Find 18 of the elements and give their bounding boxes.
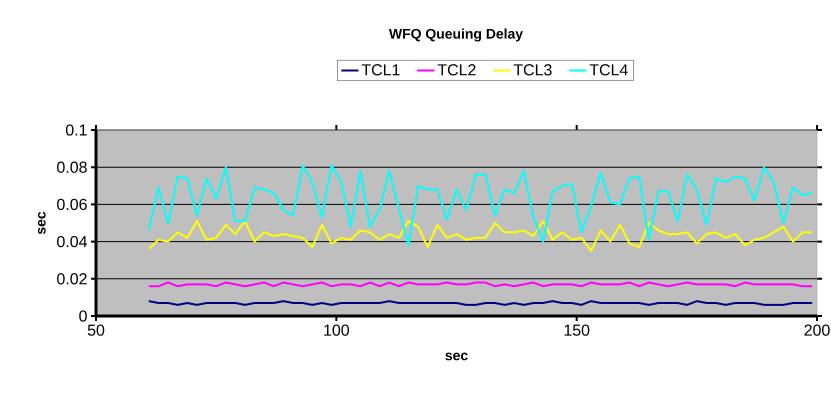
x-tick-label: 150 — [564, 324, 590, 336]
x-tick-label: 200 — [804, 324, 830, 336]
legend-label: TCL1 — [362, 64, 400, 76]
x-axis-title: sec — [445, 352, 468, 360]
legend-label: TCL3 — [514, 64, 552, 76]
y-tick-label: 0.08 — [57, 162, 87, 173]
legend-label: TCL2 — [438, 64, 476, 76]
y-tick-label: 0.04 — [57, 236, 88, 248]
line-series — [148, 164, 814, 246]
legend-label: TCL4 — [590, 64, 628, 76]
y-tick-label: 0 — [79, 310, 87, 322]
y-tick-label: 0.1 — [66, 124, 87, 136]
y-axis-title: sec — [38, 212, 46, 234]
x-tick-label: 50 — [88, 324, 104, 336]
y-tick-label: 0.02 — [57, 273, 87, 284]
chart-title: WFQ Queuing Delay — [388, 28, 523, 42]
x-tick-label: 100 — [324, 324, 350, 336]
y-tick-label: 0.06 — [57, 198, 87, 210]
